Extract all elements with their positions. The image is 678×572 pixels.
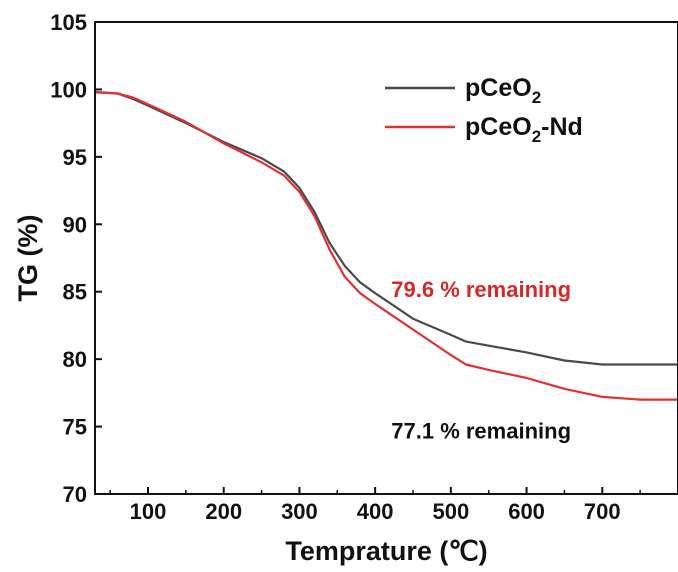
x-axis-title: Temprature (℃) [285,536,487,566]
y-tick-label-85: 85 [63,280,87,305]
y-tick-label-100: 100 [50,77,87,102]
plot-frame [94,21,678,495]
annotation-remaining-pceo2: 79.6 % remaining [391,277,571,302]
x-tick-label-700: 700 [584,499,621,524]
y-tick-label-80: 80 [63,347,87,372]
x-tick-label-600: 600 [508,499,545,524]
x-tick-label-200: 200 [205,499,242,524]
y-tick-label-70: 70 [63,482,87,507]
legend-label-pceo2-sub: 2 [532,88,541,107]
x-tick-label-100: 100 [130,499,167,524]
series-layer [93,91,678,401]
x-tick-label-300: 300 [281,499,318,524]
legend-label-pceo2-nd-sub: 2 [532,127,541,146]
y-tick-label-90: 90 [63,212,87,237]
x-tick-label-500: 500 [432,499,469,524]
legend-label-pceo2-nd-suffix: -Nd [541,113,583,141]
annotation-remaining-pceo2-nd: 77.1 % remaining [391,419,571,444]
y-axis-title: TG (%) [13,215,43,302]
series-line-pceo2-nd [93,91,678,401]
legend-label-pceo2: pCeO2 [465,74,541,107]
y-tick-label-105: 105 [50,10,87,35]
legend-label-pceo2-text: pCeO [465,74,532,102]
tick-layer: 70 75 80 85 90 95 100 105 100 200 300 400 500 600 700 [50,10,641,524]
legend-label-pceo2-nd-text: pCeO [465,113,532,141]
x-tick-label-400: 400 [357,499,394,524]
legend-label-pceo2-nd: pCeO2-Nd [465,113,583,146]
y-tick-label-95: 95 [63,145,87,170]
y-tick-label-75: 75 [63,415,87,440]
series-line-pceo2 [93,91,678,366]
legend: pCeO2 pCeO2-Nd [385,74,583,146]
